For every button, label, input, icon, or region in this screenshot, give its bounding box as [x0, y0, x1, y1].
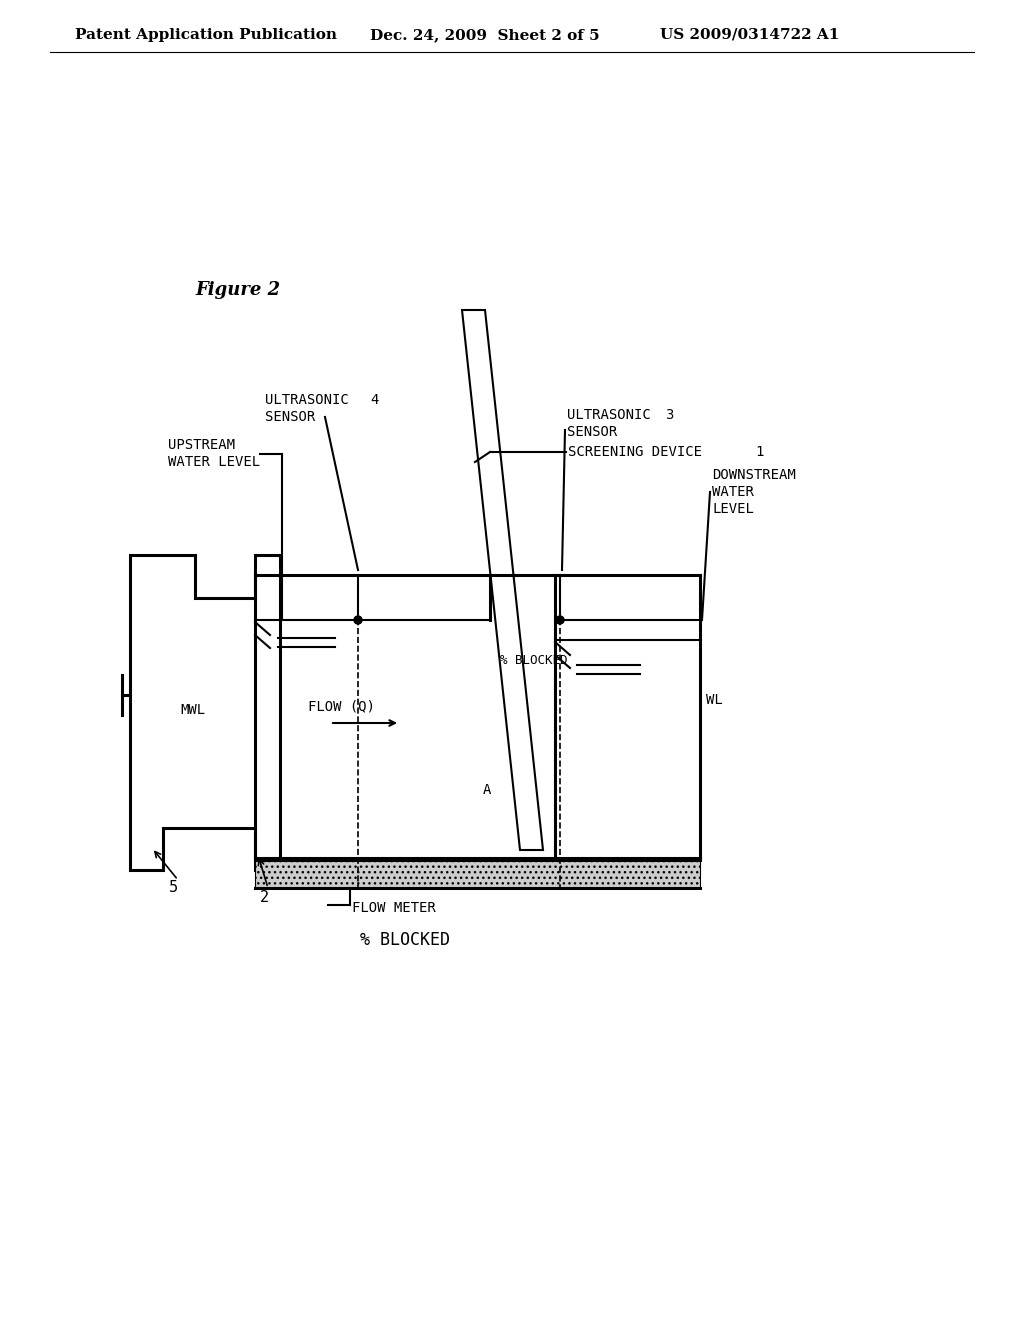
Text: Figure 2: Figure 2: [195, 281, 281, 300]
Text: UPSTREAM: UPSTREAM: [168, 438, 234, 451]
Text: WL: WL: [706, 693, 723, 708]
Text: FLOW METER: FLOW METER: [352, 902, 436, 915]
Text: LEVEL: LEVEL: [712, 502, 754, 516]
Text: % BLOCKED: % BLOCKED: [500, 653, 567, 667]
Text: 4: 4: [370, 393, 379, 407]
Text: ULTRASONIC: ULTRASONIC: [567, 408, 650, 422]
Text: 2: 2: [259, 891, 268, 906]
Text: SENSOR: SENSOR: [265, 411, 315, 424]
Text: 5: 5: [168, 880, 177, 895]
Text: SENSOR: SENSOR: [567, 425, 617, 440]
Text: WATER: WATER: [712, 484, 754, 499]
Text: Patent Application Publication: Patent Application Publication: [75, 28, 337, 42]
Text: US 2009/0314722 A1: US 2009/0314722 A1: [660, 28, 840, 42]
Circle shape: [556, 616, 564, 624]
Text: DOWNSTREAM: DOWNSTREAM: [712, 469, 796, 482]
Text: A: A: [483, 783, 492, 797]
Text: MWL: MWL: [180, 704, 206, 717]
Text: 3: 3: [665, 408, 674, 422]
Circle shape: [354, 616, 362, 624]
Text: 1: 1: [755, 445, 763, 459]
Bar: [255, 861, 700, 888]
Text: FLOW (Q): FLOW (Q): [308, 700, 375, 713]
Text: ULTRASONIC: ULTRASONIC: [265, 393, 349, 407]
Text: WATER LEVEL: WATER LEVEL: [168, 455, 260, 469]
Text: % BLOCKED: % BLOCKED: [360, 931, 450, 949]
Text: SCREENING DEVICE: SCREENING DEVICE: [568, 445, 702, 459]
Text: Dec. 24, 2009  Sheet 2 of 5: Dec. 24, 2009 Sheet 2 of 5: [370, 28, 600, 42]
